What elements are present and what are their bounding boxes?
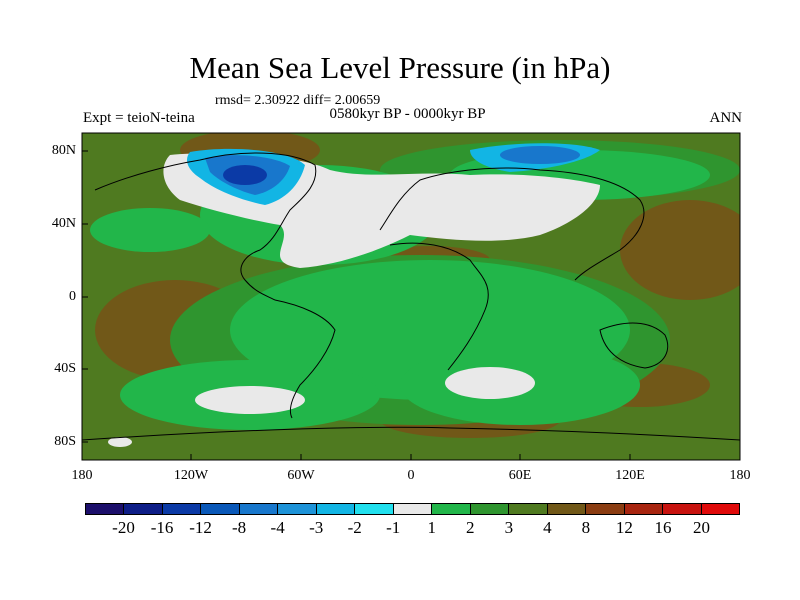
period-text: 0580kyr BP - 0000kyr BP [329,106,486,122]
season-label: ANN [709,110,743,126]
coastline-north-america [94,152,317,301]
lon-label-0: 0 [407,468,415,483]
colorbar-swatch-4 [239,504,279,514]
map-title: Mean Sea Level Pressure (in hPa) [189,50,611,85]
lat-label-40n: 40N [51,216,76,231]
colorbar-swatch-5 [278,504,317,514]
colorbar-label: -2 [347,518,362,537]
colorbar-swatch-16 [701,504,739,514]
colorbar-swatch-1 [124,504,163,514]
lon-label-120e: 120E [615,468,645,483]
colorbar-label: -12 [189,518,212,537]
coastline-eurasia [379,167,645,281]
field-brown-w-pacific [620,200,740,300]
coastline-south-america [274,299,336,419]
colorbar-swatch-15 [663,504,702,514]
colorbar-swatch-6 [316,504,356,514]
colorbar-label: -8 [232,518,247,537]
colorbar-label: -16 [150,518,174,537]
coastline-australia [599,322,669,369]
colorbar-swatch-9 [432,504,471,514]
colorbar-swatch-2 [162,504,202,514]
colorbar-swatch-7 [355,504,394,514]
coastline-africa [389,242,489,371]
colorbar-label: -3 [309,518,324,537]
colorbar-label: 4 [543,518,552,537]
lat-label-0: 0 [69,289,76,304]
colorbar-swatch-8 [393,504,433,514]
colorbar-swatch-14 [624,504,664,514]
coastline-antarctica [82,426,740,441]
field-grey-antarctic [108,437,132,447]
field-grey-s-atlantic [195,386,305,414]
contour-fields [82,133,740,460]
lon-label-60e: 60E [508,468,532,483]
colorbar-swatch-11 [509,504,548,514]
colorbar-label: 8 [581,518,591,537]
lat-label-40s: 40S [54,361,76,376]
lat-label-80s: 80S [54,434,76,449]
lat-ticks [82,150,88,443]
field-blue-dark-n-america [223,165,267,185]
stats-text: rmsd= 2.30922 diff= 2.00659 [215,93,381,108]
colorbar-label: 16 [654,518,672,537]
lon-label-120w: 120W [173,468,209,483]
colorbar-swatch-0 [86,504,125,514]
lon-label-60w: 60W [287,468,315,483]
colorbar-label: 2 [466,518,475,537]
field-blue-mid-eurasia [500,146,580,164]
lon-label-180e: 180 [729,468,751,483]
colorbar-swatch-3 [201,504,240,514]
lon-ticks [190,454,631,460]
colorbar-label: 12 [615,518,633,537]
experiment-label: Expt = teioN-teina [83,110,195,126]
colorbar-label: -1 [386,518,401,537]
colorbar-swatch-12 [547,504,587,514]
colorbar-label: -4 [270,518,285,537]
colorbar-label: 3 [504,518,514,537]
colorbar-label: -20 [112,518,135,537]
field-green-n-pacific [90,208,210,252]
lat-label-80n: 80N [51,143,76,158]
colorbar [85,503,740,515]
coastlines [82,152,740,441]
colorbar-label: 20 [692,518,710,537]
lon-label-180w: 180 [71,468,93,483]
colorbar-swatch-10 [470,504,510,514]
colorbar-swatch-13 [586,504,625,514]
colorbar-label: 1 [427,518,437,537]
field-grey-s-indian [445,367,535,399]
